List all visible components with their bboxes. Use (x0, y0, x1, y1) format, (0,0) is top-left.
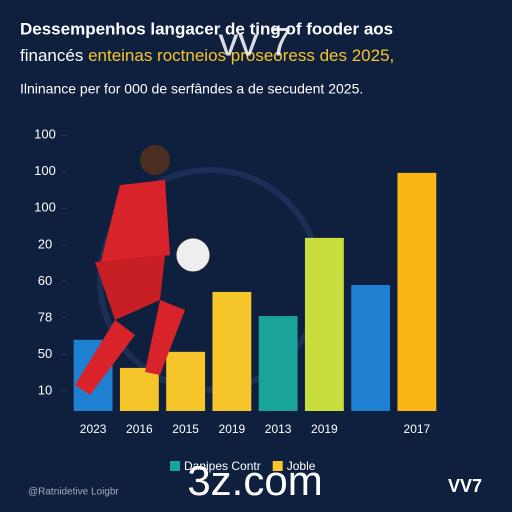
x-tick-label: 2019 (311, 422, 338, 436)
bar (212, 291, 252, 411)
player-head (140, 145, 170, 175)
y-tick-label: 60 (38, 273, 52, 288)
legend: Danipes Contr Joble (170, 459, 316, 473)
title-part: financés (20, 46, 83, 65)
ball (175, 237, 211, 273)
player-leg (145, 300, 185, 375)
y-tick-label: 100 (34, 200, 56, 215)
player-shorts (95, 255, 165, 320)
y-tick-label: 100 (34, 127, 56, 142)
y-tick-label: 100 (34, 163, 56, 178)
overlay-watermark: 3z.com (187, 457, 322, 504)
legend-label: Danipes Contr (184, 459, 261, 473)
x-tick-label: 2023 (80, 422, 107, 436)
legend-swatch (170, 461, 180, 471)
bar (119, 367, 159, 411)
y-tick-label: 20 (38, 236, 52, 251)
bar (304, 237, 344, 411)
subtitle: Ilninance per for 000 de serfândes a de … (20, 81, 363, 97)
player-shirt (100, 180, 170, 265)
bar (166, 351, 206, 411)
chart-title-line2: financés enteinas roctneios proseoress d… (20, 46, 394, 65)
y-tick-label: 50 (38, 346, 52, 361)
bar (258, 316, 298, 411)
y-tick-label: 10 (38, 382, 52, 397)
x-tick-label: 2013 (265, 422, 292, 436)
watermark: vv 7 (218, 21, 291, 65)
x-tick-label: 2017 (404, 422, 431, 436)
x-tick-label: 2015 (172, 422, 199, 436)
bar (351, 285, 391, 411)
footer-left: @Ratnidetive Loigbr (28, 487, 119, 498)
player-leg (75, 320, 135, 395)
legend-label: Joble (287, 459, 316, 473)
title-part: enteinas roctneios proseoress des 2025, (88, 46, 394, 65)
x-tick-label: 2016 (126, 422, 153, 436)
y-tick-label: 78 (38, 309, 52, 324)
player-figure (75, 145, 211, 395)
footer-right: VV7 (448, 476, 482, 496)
bar (397, 172, 437, 411)
chart-title: Dessempenhos langacer de ting of fooder … (20, 19, 393, 38)
legend-swatch (272, 461, 283, 471)
x-tick-label: 2019 (219, 422, 246, 436)
